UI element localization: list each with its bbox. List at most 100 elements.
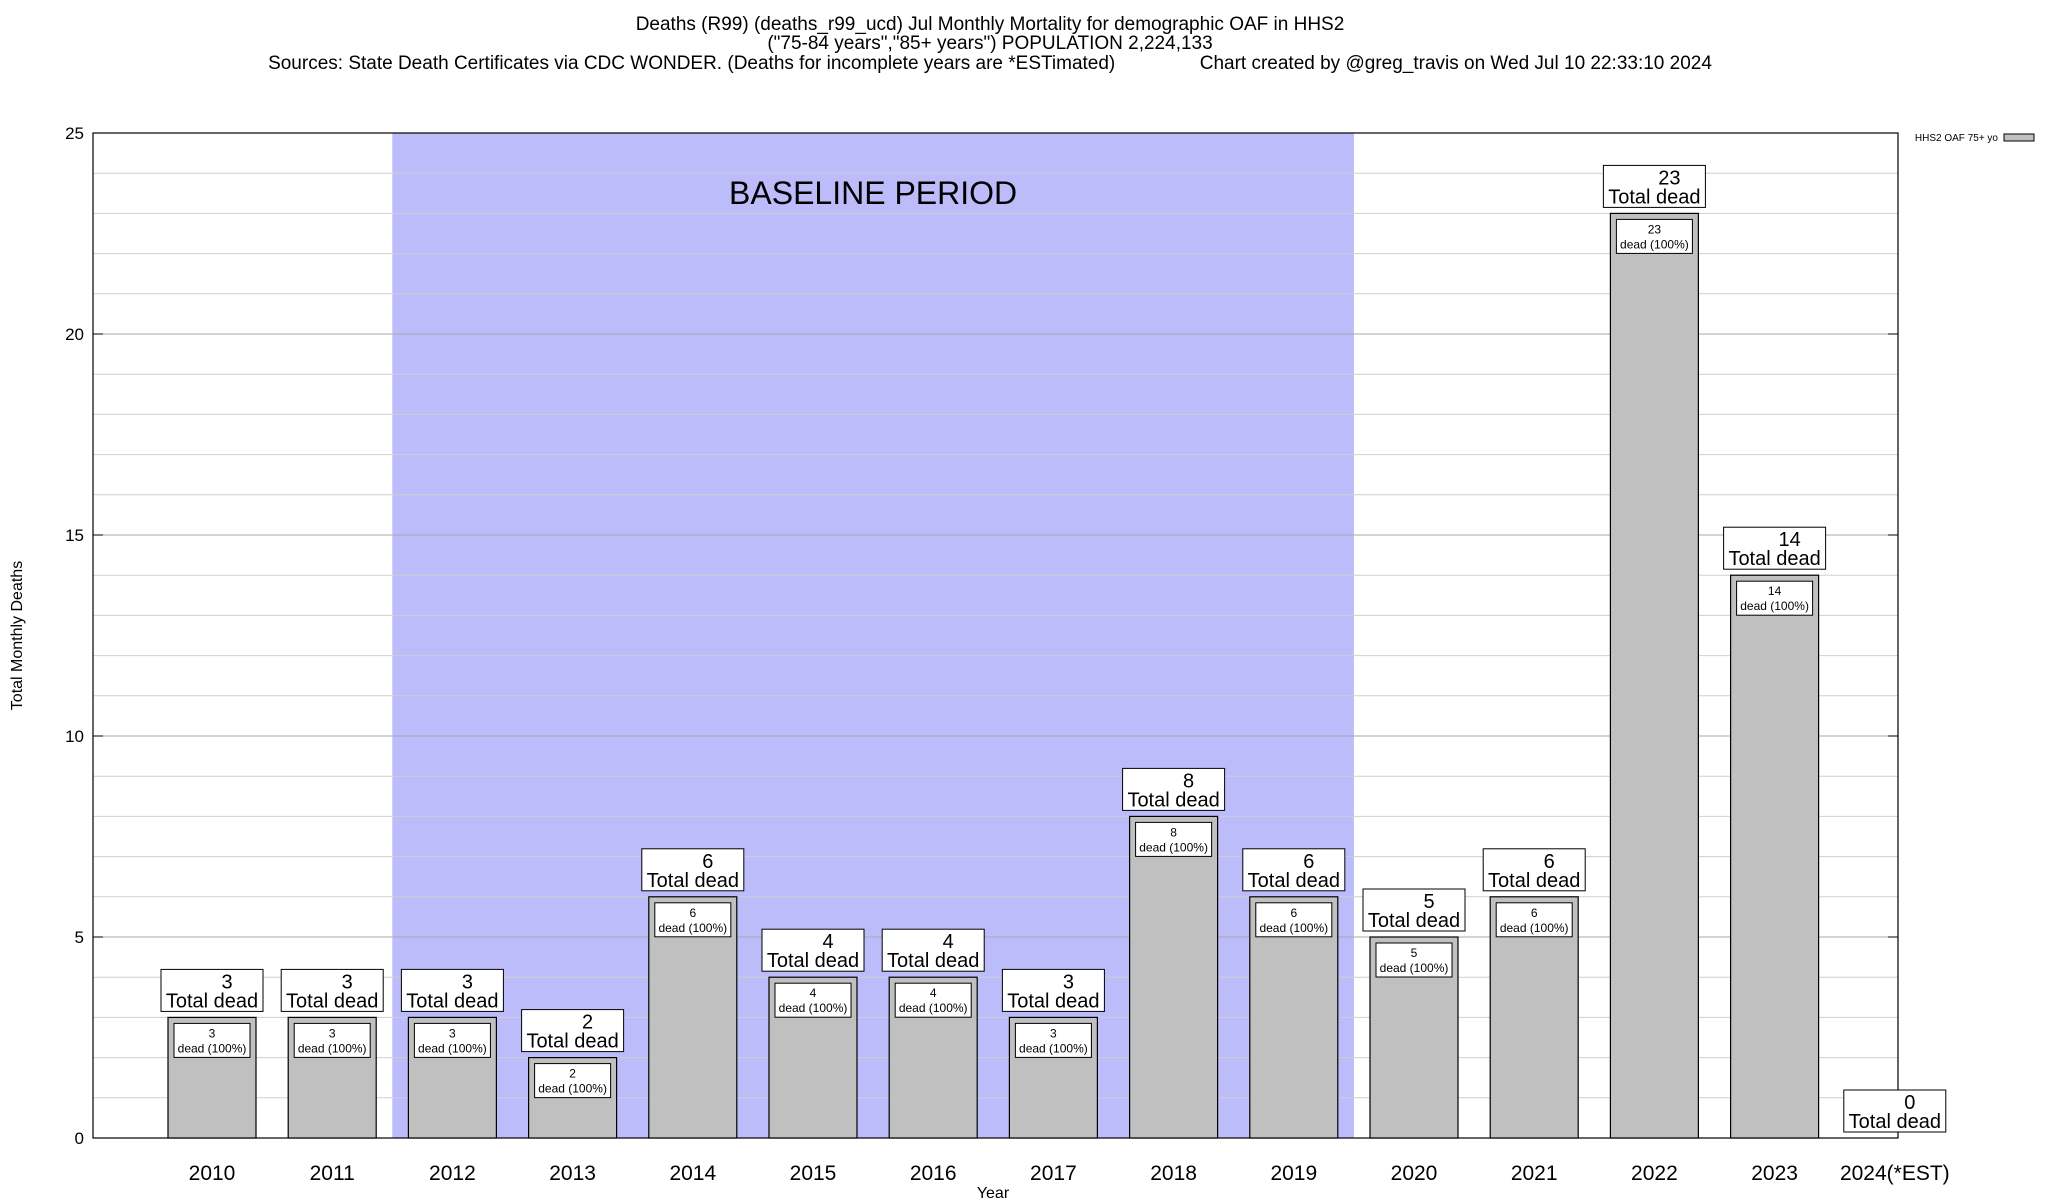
total-label-text: Total dead bbox=[166, 990, 258, 1012]
total-label-box bbox=[1122, 767, 1226, 811]
total-label-box bbox=[400, 968, 504, 1012]
total-label-value: 6 bbox=[1544, 851, 1555, 873]
total-label-box bbox=[160, 968, 264, 1012]
inner-label-box bbox=[654, 902, 732, 938]
plot-frame bbox=[92, 132, 1899, 1139]
total-label-text: Total dead bbox=[1608, 186, 1700, 208]
inner-label-box bbox=[413, 1022, 491, 1058]
inner-label-value: 3 bbox=[209, 1026, 216, 1040]
inner-label-box bbox=[894, 982, 972, 1018]
total-label-text: Total dead bbox=[767, 950, 859, 972]
x-tick-label: 2024(*EST) bbox=[1840, 1162, 1950, 1185]
inner-label-box bbox=[1135, 821, 1213, 857]
inner-label-text: dead (100%) bbox=[1139, 840, 1208, 854]
total-label-text: Total dead bbox=[526, 1031, 618, 1053]
bar bbox=[1729, 574, 1820, 1139]
inner-label-text: dead (100%) bbox=[1620, 237, 1689, 251]
inner-label-text: dead (100%) bbox=[1259, 921, 1328, 935]
inner-label-text: dead (100%) bbox=[779, 1001, 848, 1015]
total-label-box bbox=[1242, 848, 1346, 892]
inner-label-box bbox=[1495, 902, 1573, 938]
y-axis-label: Total Monthly Deaths bbox=[9, 561, 26, 710]
total-label-box bbox=[1843, 1089, 1947, 1133]
total-label-box bbox=[761, 928, 865, 972]
total-label-text: Total dead bbox=[887, 950, 979, 972]
total-label-text: Total dead bbox=[1007, 990, 1099, 1012]
inner-label-value: 3 bbox=[449, 1026, 456, 1040]
total-label-value: 2 bbox=[582, 1012, 593, 1034]
inner-label-text: dead (100%) bbox=[899, 1001, 968, 1015]
inner-label-value: 8 bbox=[1170, 825, 1177, 839]
chart-titles: Deaths (R99) (deaths_r99_ucd) Jul Monthl… bbox=[268, 14, 1712, 74]
inner-label-value: 23 bbox=[1648, 222, 1662, 236]
inner-label-value: 6 bbox=[1531, 906, 1538, 920]
total-label-value: 8 bbox=[1183, 770, 1194, 792]
title-line-3: Sources: State Death Certificates via CD… bbox=[268, 53, 1712, 74]
inner-label-box bbox=[1736, 580, 1814, 616]
total-label-value: 23 bbox=[1658, 167, 1680, 189]
total-label-value: 6 bbox=[1303, 851, 1314, 873]
x-tick-label: 2017 bbox=[1030, 1162, 1077, 1185]
total-label-text: Total dead bbox=[1248, 870, 1340, 892]
total-label-box bbox=[280, 968, 384, 1012]
total-label-text: Total dead bbox=[647, 870, 739, 892]
inner-label-box bbox=[293, 1022, 371, 1058]
total-label-value: 4 bbox=[943, 931, 954, 953]
y-tick-label: 15 bbox=[65, 526, 84, 545]
y-tick-label: 5 bbox=[75, 928, 84, 947]
inner-label-text: dead (100%) bbox=[1740, 599, 1809, 613]
x-axis: 2010 2011 2012 2013 2014 2015 2016 2017 2018 2019… bbox=[189, 1162, 1950, 1200]
total-label-box bbox=[521, 1009, 625, 1053]
inner-label-value: 4 bbox=[810, 986, 817, 1000]
x-tick-label: 2016 bbox=[910, 1162, 957, 1185]
total-label-box bbox=[1001, 968, 1105, 1012]
inner-label-value: 2 bbox=[569, 1067, 576, 1081]
x-tick-label: 2010 bbox=[189, 1162, 236, 1185]
inner-label-box bbox=[1014, 1022, 1092, 1058]
total-label-value: 0 bbox=[1904, 1092, 1915, 1114]
x-tick-label: 2021 bbox=[1511, 1162, 1558, 1185]
total-label-box bbox=[1482, 848, 1586, 892]
total-label-box bbox=[1723, 526, 1827, 570]
inner-label-value: 6 bbox=[689, 906, 696, 920]
total-label-value: 3 bbox=[1063, 971, 1074, 993]
legend: HHS2 OAF 75+ yo bbox=[1915, 133, 2035, 144]
x-tick-label: 2014 bbox=[669, 1162, 716, 1185]
total-label-value: 3 bbox=[342, 971, 353, 993]
total-label-text: Total dead bbox=[1488, 870, 1580, 892]
bar bbox=[1128, 815, 1219, 1139]
title-line-1: Deaths (R99) (deaths_r99_ucd) Jul Monthl… bbox=[636, 14, 1345, 35]
x-tick-label: 2011 bbox=[310, 1162, 355, 1185]
total-label-box bbox=[1362, 888, 1466, 932]
inner-label-value: 4 bbox=[930, 986, 937, 1000]
inner-label-text: dead (100%) bbox=[1500, 921, 1569, 935]
inner-label-text: dead (100%) bbox=[178, 1041, 247, 1055]
x-axis-label: Year bbox=[977, 1185, 1010, 1200]
inner-label-value: 6 bbox=[1290, 906, 1297, 920]
inner-label-value: 3 bbox=[1050, 1026, 1057, 1040]
total-label-value: 14 bbox=[1778, 529, 1800, 551]
inner-label-box bbox=[1255, 902, 1333, 938]
x-tick-label: 2019 bbox=[1270, 1162, 1317, 1185]
